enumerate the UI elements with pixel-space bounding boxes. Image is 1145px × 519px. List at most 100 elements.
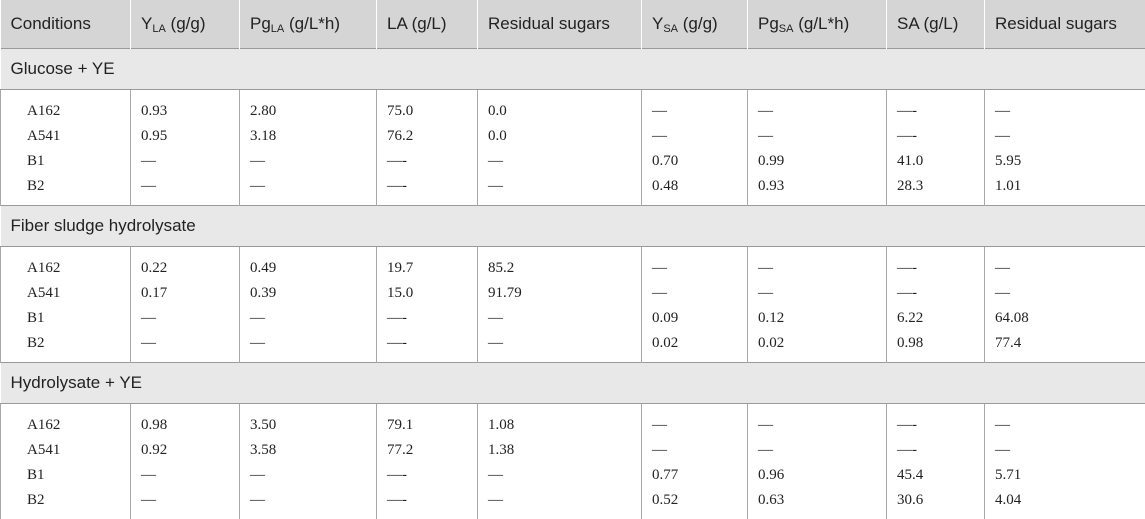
table-cell: — bbox=[985, 281, 1145, 306]
table-cell: 85.2 bbox=[478, 247, 642, 282]
table-cell: 2.80 bbox=[240, 90, 377, 125]
column-header: Residual sugars bbox=[478, 0, 642, 49]
table-cell: 0.39 bbox=[240, 281, 377, 306]
column-header: PgLA (g/L*h) bbox=[240, 0, 377, 49]
table-cell: — bbox=[985, 124, 1145, 149]
table-cell: — bbox=[131, 174, 240, 206]
group-header-row: Fiber sludge hydrolysate bbox=[1, 206, 1145, 247]
table-cell: 0.96 bbox=[748, 463, 887, 488]
table-cell: 0.12 bbox=[748, 306, 887, 331]
table-cell: — bbox=[748, 124, 887, 149]
table-cell: 0.22 bbox=[131, 247, 240, 282]
table-cell: 0.0 bbox=[478, 90, 642, 125]
table-cell: 0.77 bbox=[642, 463, 748, 488]
table-cell: — bbox=[642, 438, 748, 463]
group-section: Glucose + YE bbox=[1, 49, 1145, 90]
table-cell: 64.08 bbox=[985, 306, 1145, 331]
table-cell: — bbox=[748, 438, 887, 463]
table-cell: — bbox=[985, 404, 1145, 439]
table-cell: 0.92 bbox=[131, 438, 240, 463]
table-cell: 0.98 bbox=[131, 404, 240, 439]
table-cell: — bbox=[478, 174, 642, 206]
table-cell: 3.18 bbox=[240, 124, 377, 149]
column-header: LA (g/L) bbox=[377, 0, 478, 49]
table-cell: — bbox=[478, 488, 642, 519]
table-cell: 0.99 bbox=[748, 149, 887, 174]
column-header: Conditions bbox=[1, 0, 131, 49]
table-cell: —- bbox=[377, 174, 478, 206]
table-cell: 0.02 bbox=[748, 331, 887, 363]
table-cell: 0.52 bbox=[642, 488, 748, 519]
column-header: Residual sugars bbox=[985, 0, 1145, 49]
table-cell: 6.22 bbox=[887, 306, 985, 331]
table-cell: — bbox=[478, 331, 642, 363]
column-header: YSA (g/g) bbox=[642, 0, 748, 49]
column-header: SA (g/L) bbox=[887, 0, 985, 49]
table-cell: — bbox=[748, 90, 887, 125]
table-cell: 0.63 bbox=[748, 488, 887, 519]
table-cell: 5.71 bbox=[985, 463, 1145, 488]
table-cell: — bbox=[642, 90, 748, 125]
table-cell: —- bbox=[377, 463, 478, 488]
table-cell: —- bbox=[377, 488, 478, 519]
table-cell: — bbox=[985, 90, 1145, 125]
strain-label: A162 bbox=[1, 90, 131, 125]
table-cell: — bbox=[131, 463, 240, 488]
table-cell: 0.48 bbox=[642, 174, 748, 206]
group-header-row: Hydrolysate + YE bbox=[1, 363, 1145, 404]
table-cell: 77.2 bbox=[377, 438, 478, 463]
table-cell: 0.70 bbox=[642, 149, 748, 174]
table-cell: — bbox=[642, 404, 748, 439]
table-cell: —- bbox=[887, 90, 985, 125]
table-cell: 0.17 bbox=[131, 281, 240, 306]
table-cell: —- bbox=[887, 247, 985, 282]
table-cell: —- bbox=[377, 306, 478, 331]
table-cell: 4.04 bbox=[985, 488, 1145, 519]
table-cell: 75.0 bbox=[377, 90, 478, 125]
strain-label: B1 bbox=[1, 149, 131, 174]
strain-label: B2 bbox=[1, 488, 131, 519]
table-cell: 79.1 bbox=[377, 404, 478, 439]
strain-label: B1 bbox=[1, 463, 131, 488]
table-cell: 1.38 bbox=[478, 438, 642, 463]
group-title: Fiber sludge hydrolysate bbox=[1, 206, 1145, 247]
table-cell: — bbox=[240, 488, 377, 519]
strain-label: B2 bbox=[1, 174, 131, 206]
table-cell: 0.95 bbox=[131, 124, 240, 149]
table-cell: 3.50 bbox=[240, 404, 377, 439]
header-row: Conditions YLA (g/g) PgLA (g/L*h) LA (g/… bbox=[1, 0, 1145, 49]
table-cell: 3.58 bbox=[240, 438, 377, 463]
group-section: Hydrolysate + YE bbox=[1, 363, 1145, 404]
table-cell: 1.08 bbox=[478, 404, 642, 439]
table-cell: — bbox=[748, 404, 887, 439]
table-cell: 45.4 bbox=[887, 463, 985, 488]
table-cell: 76.2 bbox=[377, 124, 478, 149]
table-cell: 0.98 bbox=[887, 331, 985, 363]
strain-label: B1 bbox=[1, 306, 131, 331]
strain-label: A541 bbox=[1, 281, 131, 306]
strain-label: A541 bbox=[1, 124, 131, 149]
table-cell: 28.3 bbox=[887, 174, 985, 206]
table-cell: —- bbox=[377, 149, 478, 174]
table-cell: — bbox=[478, 306, 642, 331]
strain-label: B2 bbox=[1, 331, 131, 363]
table-cell: — bbox=[131, 306, 240, 331]
table-cell: —- bbox=[377, 331, 478, 363]
table-cell: — bbox=[985, 247, 1145, 282]
table-cell: —- bbox=[887, 281, 985, 306]
column-header: YLA (g/g) bbox=[131, 0, 240, 49]
group-section: Fiber sludge hydrolysate bbox=[1, 206, 1145, 247]
